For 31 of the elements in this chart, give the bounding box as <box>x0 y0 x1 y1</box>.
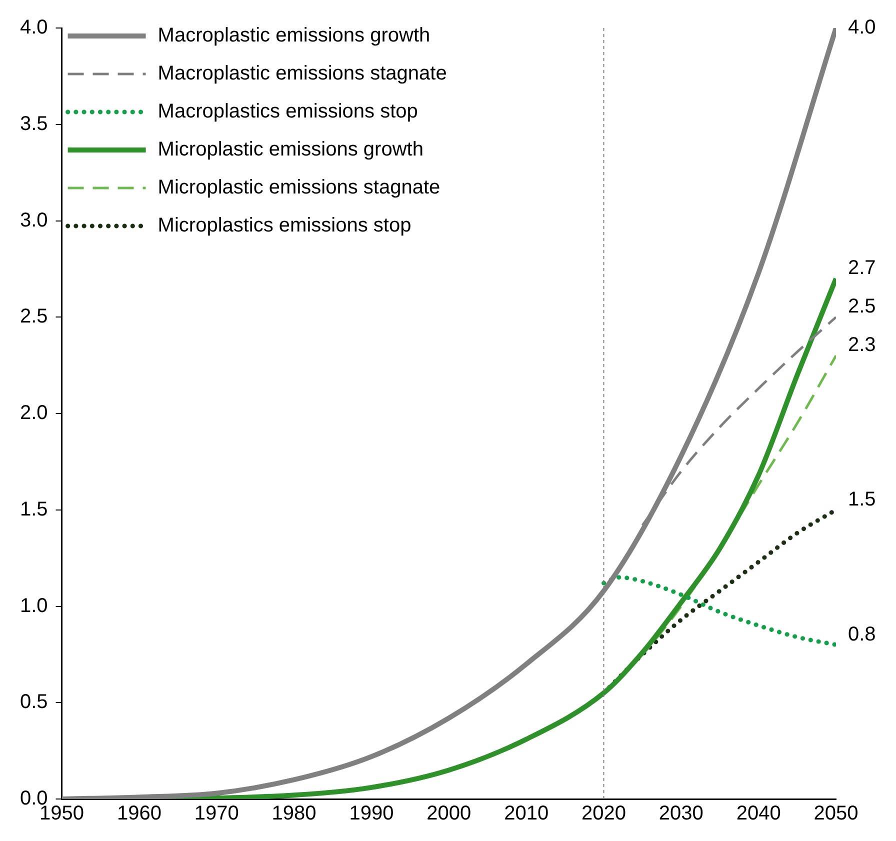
x-tick-label: 1960 <box>116 802 162 825</box>
data-label: 1.5 <box>848 488 876 510</box>
x-tick-label: 1980 <box>272 802 316 825</box>
legend-label: Microplastic emissions growth <box>158 138 424 161</box>
x-tick-label: 1970 <box>194 802 239 825</box>
y-tick-label: 1.5 <box>20 498 48 520</box>
x-tick-label: 2000 <box>426 802 472 825</box>
y-tick-label: 2.0 <box>20 402 48 424</box>
x-tick-label: 2050 <box>814 802 858 825</box>
x-tick-label: 2030 <box>658 802 704 825</box>
legend-label: Microplastics emissions stop <box>158 214 412 237</box>
data-label: 2.3 <box>848 334 876 356</box>
data-label: 2.7 <box>848 257 876 280</box>
y-tick-label: 3.5 <box>20 112 48 135</box>
y-tick-label: 2.5 <box>20 306 48 328</box>
y-tick-label: 1.0 <box>20 594 48 617</box>
legend-label: Macroplastic emissions stagnate <box>158 62 447 85</box>
legend-label: Microplastic emissions stagnate <box>158 176 440 199</box>
legend-label: Macroplastics emissions stop <box>158 100 418 123</box>
y-tick-label: 0.5 <box>20 691 48 714</box>
x-tick-label: 2010 <box>504 802 549 825</box>
legend-label: Macroplastic emissions growth <box>158 24 430 47</box>
y-tick-label: 3.0 <box>20 209 48 232</box>
data-label: 0.8 <box>848 623 876 646</box>
data-label: 4.0 <box>848 16 876 39</box>
line-series <box>601 575 836 648</box>
x-tick-label: 2020 <box>581 802 626 825</box>
y-tick-label: 4.0 <box>20 16 48 39</box>
data-label: 2.5 <box>848 296 876 318</box>
x-tick-label: 2040 <box>736 802 781 825</box>
x-tick-label: 1990 <box>349 802 394 825</box>
